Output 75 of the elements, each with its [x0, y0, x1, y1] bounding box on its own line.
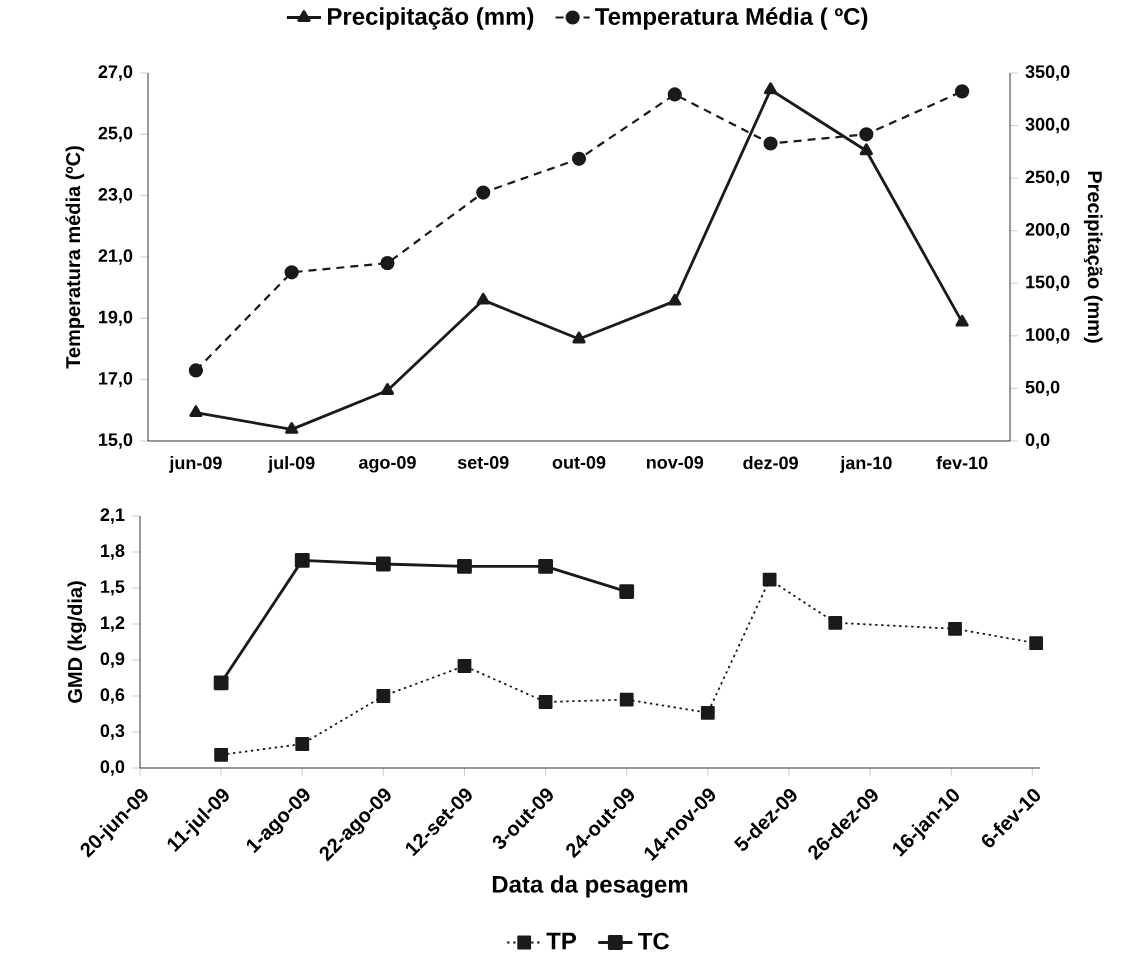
y-tick-label: 19,0 [99, 310, 133, 326]
y-tick-label: 25,0 [98, 126, 133, 142]
x-tick-label: fev-10 [936, 456, 988, 470]
point [763, 136, 778, 151]
point [619, 692, 634, 707]
point [284, 265, 299, 280]
point [619, 584, 635, 599]
point [859, 143, 873, 156]
point [538, 558, 553, 574]
point [375, 556, 391, 572]
y-tick-label: 1,2 [101, 616, 125, 632]
x-tick-label: dez-09 [743, 456, 798, 470]
point [763, 82, 778, 95]
y-tick-label: 17,0 [99, 371, 133, 388]
point [457, 659, 472, 673]
point [380, 383, 395, 395]
point [955, 84, 970, 99]
y-tick-label: 27,0 [98, 65, 133, 81]
point [955, 314, 969, 327]
y-tick-label: 1,8 [101, 544, 125, 560]
legend-label: TC [638, 932, 670, 950]
y2-tick-label: 200,0 [1025, 223, 1070, 239]
y2-tick-label: 0,0 [1025, 433, 1050, 449]
point [667, 87, 682, 102]
x-tick-label: jan-10 [840, 456, 892, 473]
y2-tick-label: 150,0 [1026, 275, 1070, 291]
point [538, 695, 553, 709]
y-tick-label: 15,0 [99, 433, 133, 449]
y-tick-label: 0,3 [100, 724, 125, 740]
point [476, 292, 490, 305]
y-tick-label: 2,1 [100, 508, 125, 524]
y2-tick-label: 100,0 [1026, 328, 1070, 344]
y-tick-label: 0,9 [100, 652, 125, 668]
y2-tick-label: 300,0 [1025, 117, 1070, 134]
x-tick-label: ago-09 [358, 456, 416, 473]
point [828, 615, 843, 630]
y-tick-label: 21,0 [98, 249, 133, 265]
point [376, 689, 391, 703]
point [1029, 636, 1044, 651]
y-tick-label: 23,0 [98, 187, 133, 204]
point [295, 737, 310, 751]
y-axis-title: Temperatura média (ºC) [65, 146, 85, 369]
y2-axis-title: Precipitação (mm) [1083, 171, 1103, 343]
point [213, 675, 229, 691]
y-tick-label: 0,0 [100, 760, 125, 776]
point [214, 747, 229, 762]
point [948, 621, 962, 636]
point [457, 558, 472, 574]
x-tick-label: jun-09 [169, 456, 222, 473]
point [700, 705, 715, 720]
point [571, 151, 587, 166]
point [188, 363, 203, 378]
legend-label: TP [546, 932, 577, 950]
point [189, 405, 203, 417]
point [294, 552, 310, 568]
point [476, 185, 491, 200]
legend-label: Precipitação (mm) [328, 7, 534, 30]
point [285, 422, 299, 434]
point [668, 293, 682, 306]
y2-tick-label: 50,0 [1025, 380, 1060, 397]
point [762, 572, 777, 587]
x-tick-label: out-09 [552, 456, 606, 469]
legend-label: Temperatura Média ( ºC) [595, 7, 868, 30]
y-axis-title: GMD (kg/dia) [67, 581, 87, 703]
y2-tick-label: 350,0 [1025, 65, 1070, 81]
y-tick-label: 0,6 [100, 688, 125, 704]
x-axis-title: Data da pesagem [492, 875, 688, 898]
point [572, 331, 586, 344]
y-tick-label: 1,5 [101, 580, 125, 596]
x-tick-label: nov-09 [646, 456, 704, 469]
x-tick-label: jul-09 [267, 456, 315, 473]
point [859, 127, 874, 142]
point [380, 256, 395, 271]
x-tick-label: set-09 [457, 456, 509, 469]
y2-tick-label: 250,0 [1025, 170, 1070, 186]
